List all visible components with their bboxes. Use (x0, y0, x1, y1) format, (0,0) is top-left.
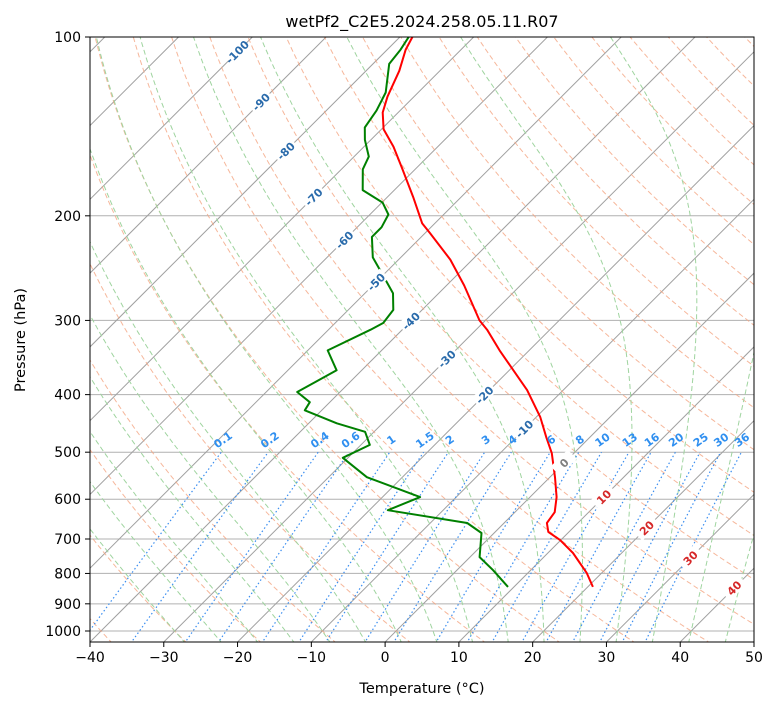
mixing-ratio-label: 2 (443, 433, 457, 448)
x-tick-label: 10 (450, 650, 468, 666)
isotherm-line (0, 37, 252, 644)
y-tick-label: 400 (54, 388, 81, 404)
mixing-ratio-line (80, 452, 221, 643)
dry-adiabat-line (133, 37, 636, 644)
mixing-ratio-label: 20 (666, 430, 686, 450)
mixing-ratio-line (599, 452, 700, 643)
x-axis-label: Temperature (°C) (358, 681, 484, 697)
x-tick-label: 50 (745, 650, 763, 666)
isotherm-line (384, 37, 775, 644)
x-tick-label: −20 (223, 650, 253, 666)
mixing-ratio-label: 8 (573, 433, 587, 448)
mixing-ratio-label: 1 (384, 433, 398, 448)
mixing-ratio-label: 30 (711, 430, 731, 450)
chart-title: wetPf2_C2E5.2024.258.05.11.R07 (285, 12, 558, 32)
isotherm-line (0, 37, 326, 644)
x-tick-label: −40 (75, 650, 105, 666)
y-tick-label: 1000 (45, 624, 81, 640)
profiles (297, 37, 593, 587)
mixing-ratio-label: 25 (691, 430, 711, 449)
dry-adiabat-line (707, 37, 775, 644)
mixing-ratio-label: 13 (620, 430, 640, 449)
mixing-ratio-line (261, 452, 389, 643)
dry-adiabat-line (592, 37, 775, 644)
dry-adiabat-line (554, 37, 775, 644)
y-tick-label: 900 (54, 597, 81, 613)
mixing-ratio-line (218, 452, 350, 643)
dry-adiabat-line (19, 37, 412, 644)
mixing-ratio-label: 1.5 (413, 429, 436, 451)
isotherm-label: -100 (223, 38, 252, 67)
isotherm-line (162, 37, 769, 644)
dry-adiabat-line (516, 37, 775, 644)
y-tick-label: 700 (54, 532, 81, 548)
x-tick-label: 40 (671, 650, 689, 666)
y-tick-label: 600 (54, 492, 81, 508)
moist-adiabat-line (611, 37, 697, 644)
y-tick-label: 500 (54, 445, 81, 461)
x-tick-label: −30 (149, 650, 179, 666)
x-tick-label: −10 (297, 650, 327, 666)
moist-adiabat-line (461, 37, 632, 644)
mixing-ratio-line (131, 452, 269, 643)
dry-adiabat-line (745, 37, 775, 644)
mixing-ratio-label: 36 (732, 430, 752, 450)
isotherm-line (0, 37, 400, 644)
dry-adiabat-line (0, 37, 262, 644)
mixing-ratio-label: 16 (642, 430, 662, 450)
isotherm-line (531, 37, 775, 644)
mixing-ratio-line (435, 452, 550, 643)
moist-adiabat-line (725, 37, 775, 644)
background-lines (0, 37, 775, 644)
dry-adiabat-line (439, 37, 775, 644)
mixing-ratio-label: 0.6 (339, 429, 363, 451)
dry-adiabat-line (630, 37, 775, 644)
mixing-ratio-label: 10 (593, 430, 613, 450)
mixing-ratio-line (325, 452, 449, 643)
dry-adiabat-line (0, 37, 337, 644)
dry-adiabat-line (57, 37, 487, 644)
isotherm-line (15, 37, 622, 644)
dry-adiabat-line (668, 37, 775, 644)
moist-adiabat-line (0, 37, 259, 644)
moist-adiabat-line (261, 37, 544, 644)
mixing-ratio-label: 0.4 (308, 429, 332, 451)
y-tick-label: 100 (54, 30, 81, 46)
y-tick-label: 300 (54, 313, 81, 329)
y-tick-label: 200 (54, 209, 81, 225)
mixing-ratio-line (572, 452, 675, 643)
mixing-ratio-label: 6 (545, 432, 559, 447)
isotherm-line (0, 37, 474, 644)
x-tick-label: 30 (598, 650, 616, 666)
mixing-ratio-line (622, 452, 721, 643)
mixing-ratio-label: 0.2 (258, 429, 281, 451)
y-tick-label: 800 (54, 566, 81, 582)
mixing-ratio-label: 3 (479, 433, 493, 448)
x-tick-label: 20 (524, 650, 542, 666)
mixing-ratio-label: 0.1 (211, 429, 234, 451)
moist-adiabat-line (0, 37, 222, 644)
isotherm-line (752, 37, 775, 644)
y-axis-label: Pressure (hPa) (13, 288, 29, 392)
dry-adiabat-line (363, 37, 775, 644)
isotherm-line (457, 37, 775, 644)
moist-adiabat-line (28, 37, 366, 644)
x-tick-label: 0 (381, 650, 390, 666)
isotherm-line (88, 37, 695, 644)
